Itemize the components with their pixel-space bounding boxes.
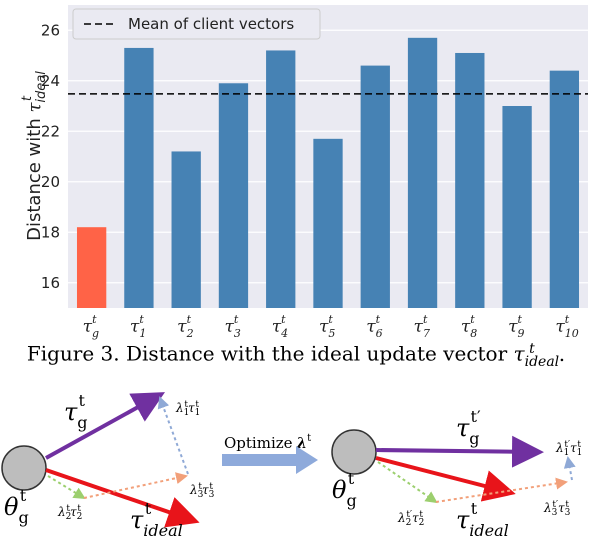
x-tick-label: τ1t: [130, 313, 146, 340]
y-tick-label: 18: [41, 223, 60, 241]
y-tick-label: 16: [41, 274, 60, 292]
right-lambda1-arrow: [563, 456, 576, 481]
legend-label: Mean of client vectors: [128, 15, 294, 33]
left-tau-ideal-arrow: [45, 468, 200, 528]
legend: Mean of client vectors: [72, 8, 321, 40]
y-tick-labels: 16 18 20 22 24 26: [41, 21, 60, 292]
optimize-label: Optimize λt: [224, 433, 311, 452]
legend-box: [72, 8, 321, 40]
y-tick-label: 26: [41, 21, 60, 39]
optimization-diagram: τgt τidealt θgt λ1tτ1t λ2tτ2t λ3tτ3t Opt…: [1, 391, 582, 540]
x-tick-label: τ10t: [555, 313, 578, 340]
left-lambda2-arrow: [47, 475, 86, 500]
right-tau-g-arrow: [375, 435, 544, 468]
x-tick-label: τ6t: [366, 313, 382, 340]
right-lambda3-arrow: [435, 477, 568, 503]
caption-text: Figure 3. Distance with the ideal update…: [26, 341, 514, 366]
optimize-step: Optimize λt: [222, 433, 318, 474]
left-lambda2-label: λ2tτ2t: [57, 504, 82, 522]
bar-2: [171, 151, 201, 308]
x-tick-label: τ4t: [272, 313, 288, 340]
bar-0: [76, 227, 107, 308]
bar-1: [124, 47, 154, 309]
y-tick-label: 20: [41, 173, 60, 191]
left-lambda3-arrow: [83, 472, 188, 499]
x-tick-label: τ7t: [414, 313, 430, 340]
caption-suffix: .: [558, 341, 566, 366]
bar-4: [266, 50, 296, 308]
caption-sub: ideal: [524, 353, 560, 370]
y-axis-label-sub: ideal: [34, 71, 49, 103]
x-tick-label: τ5t: [319, 313, 335, 340]
bar-6: [360, 65, 390, 308]
figure-caption: Figure 3. Distance with the ideal update…: [0, 338, 592, 370]
right-tau-ideal-arrow: [375, 456, 516, 502]
left-theta-node: [1, 445, 47, 491]
caption-sup: t: [529, 341, 535, 357]
x-tick-label: τ2t: [177, 313, 193, 340]
right-theta-node: [331, 429, 377, 475]
right-lambda1-label: λ1t′τ1t: [555, 440, 582, 458]
caption-symbol: τ: [513, 341, 525, 366]
left-tau-g-arrow: [45, 392, 165, 460]
bar-7: [407, 37, 438, 308]
left-theta-label: θgt: [4, 486, 29, 527]
bars: [76, 37, 580, 309]
bar-3: [218, 83, 249, 309]
optimize-arrow: [222, 446, 318, 474]
x-tick-label: τ3t: [224, 313, 240, 340]
right-theta-label: θgt: [332, 469, 357, 510]
right-lambda2-label: λ2t′τ2t: [397, 510, 424, 528]
bar-9: [502, 106, 532, 308]
y-axis-label-sup: t: [20, 95, 35, 101]
bar-10: [549, 70, 580, 309]
left-lambda3-label: λ3tτ3t: [189, 482, 215, 500]
right-tau-ideal-label: τidealt: [456, 499, 509, 540]
x-tick-label: τ9t: [508, 313, 524, 340]
right-tau-g-label: τgt′: [456, 407, 481, 448]
left-lambda1-label: λ1tτ1t: [175, 400, 200, 418]
y-axis-label-symbol: τ: [24, 102, 45, 113]
bar-5: [313, 138, 343, 308]
y-tick-label: 24: [41, 72, 60, 90]
bar-8: [455, 52, 485, 308]
right-lambda3-label: λ3t′τ3t: [543, 500, 571, 518]
x-tick-labels: τgt τ1t τ2t τ3t τ4t τ5t τ6t τ7t τ8t τ9t τ10t: [83, 313, 579, 340]
left-tau-g-label: τgt: [64, 391, 88, 432]
y-axis-label-text: Distance with: [24, 113, 45, 241]
x-tick-label: τgt: [83, 313, 99, 340]
left-tau-ideal-label: τidealt: [130, 499, 183, 540]
left-lambda1-arrow: [157, 396, 189, 475]
y-axis-label: Distance with τidealt: [20, 71, 49, 241]
right-diagram: τgt′ τidealt θgt λ1t′τ1t λ2t′τ2t λ3t′τ3t: [331, 407, 582, 540]
y-tick-label: 22: [41, 122, 60, 140]
left-diagram: τgt τidealt θgt λ1tτ1t λ2tτ2t λ3tτ3t: [1, 391, 215, 540]
x-tick-label: τ8t: [461, 313, 477, 340]
